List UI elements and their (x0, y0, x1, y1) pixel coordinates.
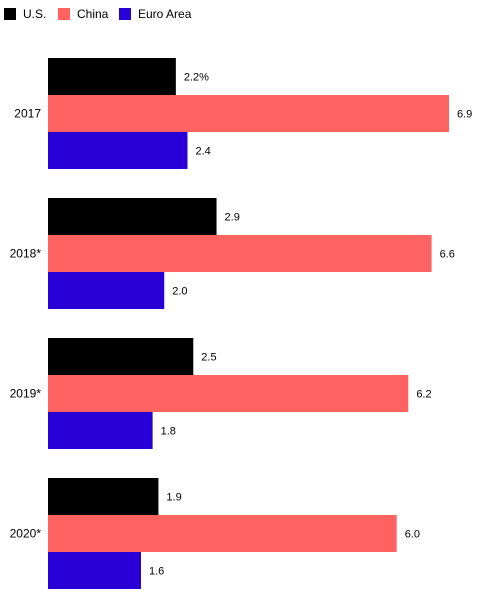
legend-label-u-s: U.S. (23, 7, 46, 21)
legend-swatch-euro-area (119, 8, 131, 20)
data-label-u-s-2018: 2.9 (225, 212, 240, 224)
data-label-euro-area-2017: 2.4 (195, 146, 210, 158)
legend-label-china: China (77, 7, 109, 21)
bar-china-2017 (48, 95, 449, 132)
bar-u-s-2019 (48, 338, 194, 375)
bar-euro-area-2018 (48, 272, 165, 309)
bar-china-2019 (48, 375, 409, 412)
category-label: 2017 (14, 107, 41, 121)
data-label-euro-area-2019: 1.8 (161, 426, 176, 438)
legend-swatch-u-s (4, 8, 16, 20)
plot-area: 2017 2.2% 6.9 2.4 2018* 2.9 6.6 2.0 2019* 2.5 6.2 1… (10, 58, 472, 589)
bar-euro-area-2019 (48, 412, 153, 449)
legend: U.S. China Euro Area (4, 7, 192, 21)
bar-u-s-2018 (48, 198, 217, 235)
category-label: 2019* (10, 387, 42, 401)
data-label-u-s-2017: 2.2% (184, 72, 209, 84)
bar-china-2020 (48, 515, 397, 552)
data-label-china-2017: 6.9 (457, 109, 472, 121)
data-label-u-s-2019: 2.5 (201, 352, 216, 364)
bar-u-s-2017 (48, 58, 176, 95)
bar-u-s-2020 (48, 478, 159, 515)
bar-euro-area-2020 (48, 552, 141, 589)
legend-label-euro-area: Euro Area (138, 7, 192, 21)
data-label-euro-area-2018: 2.0 (172, 286, 187, 298)
legend-swatch-china (58, 8, 70, 20)
data-label-china-2020: 6.0 (405, 529, 420, 541)
category-label: 2018* (10, 247, 42, 261)
data-label-china-2018: 6.6 (440, 249, 455, 261)
bar-euro-area-2017 (48, 132, 188, 169)
data-label-china-2019: 6.2 (416, 389, 431, 401)
data-label-u-s-2020: 1.9 (166, 492, 181, 504)
category-label: 2020* (10, 527, 42, 541)
bar-china-2018 (48, 235, 432, 272)
data-label-euro-area-2020: 1.6 (149, 566, 164, 578)
